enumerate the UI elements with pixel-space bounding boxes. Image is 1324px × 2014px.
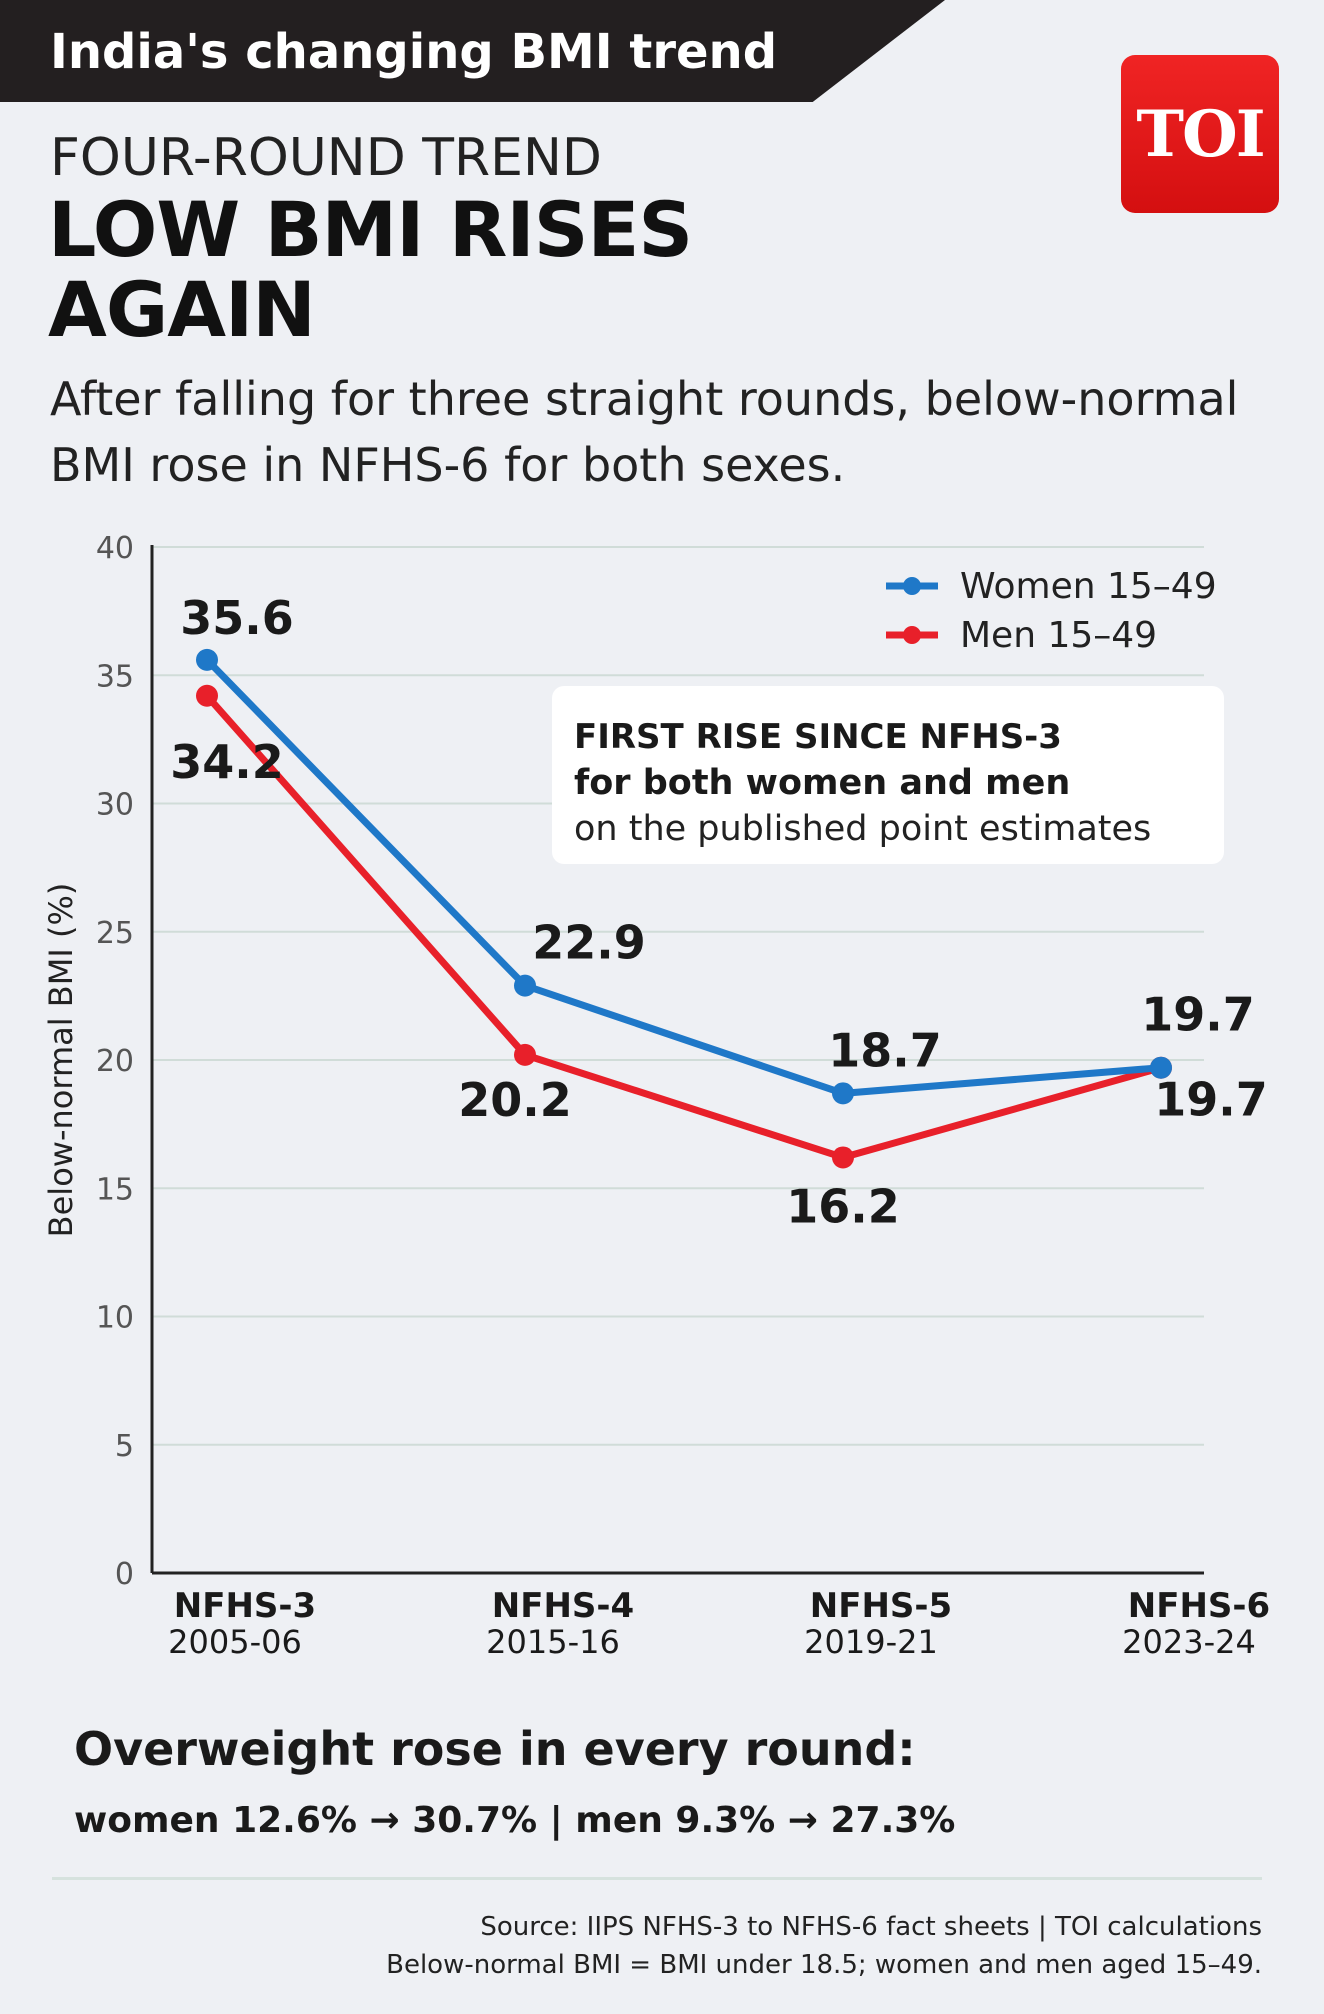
y-tick-label: 40 xyxy=(96,531,134,566)
data-label: 19.7 xyxy=(1154,1073,1268,1127)
x-tick-label: NFHS-3 xyxy=(174,1586,316,1626)
annotation-line-2: for both women and men xyxy=(574,763,1071,803)
data-point xyxy=(832,1082,854,1105)
data-label: 35.6 xyxy=(180,591,294,645)
legend-swatch-dot xyxy=(903,577,921,595)
y-tick-label: 25 xyxy=(96,916,134,951)
y-tick-label: 10 xyxy=(96,1301,134,1336)
banner-title: India's changing BMI trend xyxy=(50,24,778,80)
data-labels: 35.6 22.9 18.7 19.7 34.2 20.2 16.2 19.7 xyxy=(170,591,1268,1234)
legend: Women 15–49 Men 15–49 xyxy=(886,566,1217,656)
x-tick-label: NFHS-6 xyxy=(1128,1586,1270,1626)
data-label: 19.7 xyxy=(1141,988,1255,1042)
y-axis-label: Below-normal BMI (%) xyxy=(42,883,80,1238)
x-tick-label: NFHS-5 xyxy=(810,1586,952,1626)
footer-divider xyxy=(52,1877,1262,1880)
data-label: 34.2 xyxy=(170,735,284,789)
series-line xyxy=(203,692,1165,1161)
x-tick-year: 2023-24 xyxy=(1122,1623,1256,1661)
data-point xyxy=(1150,1056,1172,1079)
y-tick-label: 15 xyxy=(96,1172,134,1207)
annotation-line-1: FIRST RISE SINCE NFHS-3 xyxy=(574,717,1062,757)
y-tick-label: 30 xyxy=(96,788,134,823)
x-tick-year: 2019-21 xyxy=(804,1623,938,1661)
data-label: 22.9 xyxy=(532,916,646,970)
definition-text: Below-normal BMI = BMI under 18.5; women… xyxy=(386,1950,1262,1980)
y-tick-label: 0 xyxy=(115,1557,134,1592)
data-point xyxy=(196,684,218,707)
overweight-headline: Overweight rose in every round: xyxy=(74,1722,916,1776)
legend-label: Men 15–49 xyxy=(960,615,1157,656)
annotation-box: FIRST RISE SINCE NFHS-3 for both women a… xyxy=(552,686,1224,864)
y-tick-label: 20 xyxy=(96,1044,134,1079)
kicker: FOUR-ROUND TREND xyxy=(50,128,602,188)
axes xyxy=(150,545,1204,1575)
data-label: 18.7 xyxy=(828,1023,942,1077)
annotation-line-3: on the published point estimates xyxy=(574,809,1152,849)
gridlines xyxy=(152,546,1204,1446)
x-tick-year: 2005-06 xyxy=(168,1623,302,1661)
data-point xyxy=(832,1146,854,1169)
data-point xyxy=(196,648,218,671)
y-tick-label: 5 xyxy=(115,1429,134,1464)
y-tick-label: 35 xyxy=(96,659,134,694)
source-note: Source: IIPS NFHS-3 to NFHS-6 fact sheet… xyxy=(386,1908,1262,1984)
data-point xyxy=(514,974,536,997)
x-tick-year: 2015-16 xyxy=(486,1623,620,1661)
subtitle: After falling for three straight rounds,… xyxy=(50,372,1239,492)
x-tick-label: NFHS-4 xyxy=(492,1586,634,1626)
toi-logo: TOI xyxy=(1121,55,1279,213)
source-text: Source: IIPS NFHS-3 to NFHS-6 fact sheet… xyxy=(480,1912,1262,1942)
data-label: 20.2 xyxy=(458,1073,572,1127)
title-banner xyxy=(0,0,945,102)
y-tick-labels: 0 5 10 15 20 25 30 35 40 xyxy=(96,531,134,1592)
data-label: 16.2 xyxy=(786,1179,900,1233)
series-lines xyxy=(196,648,1172,1169)
headline: LOW BMI RISES AGAIN xyxy=(48,185,693,354)
legend-swatch-dot xyxy=(903,626,921,644)
legend-label: Women 15–49 xyxy=(960,566,1217,607)
series-line xyxy=(203,656,1165,1097)
data-point xyxy=(514,1043,536,1066)
overweight-detail: women 12.6% → 30.7% | men 9.3% → 27.3% xyxy=(74,1800,956,1841)
